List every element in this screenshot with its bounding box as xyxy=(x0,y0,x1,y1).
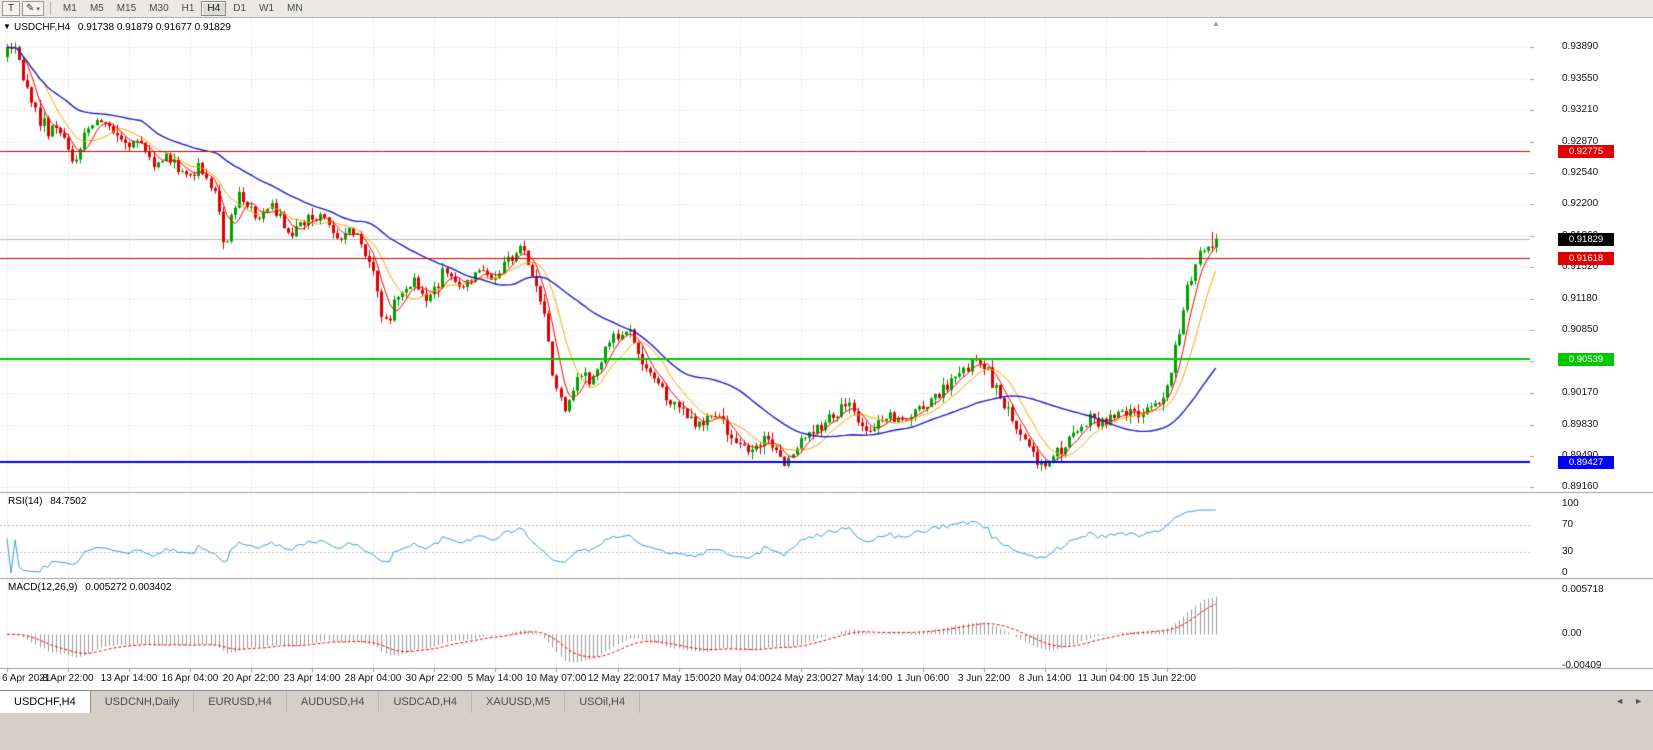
current-price-badge: 0.91829 xyxy=(1558,233,1614,246)
time-axis-label: 20 Apr 22:00 xyxy=(222,673,280,684)
macd-name: MACD(12,26,9) xyxy=(8,582,78,593)
time-axis-label: 5 May 14:00 xyxy=(467,673,523,684)
price-axis-label: 0.93210 xyxy=(1562,104,1599,115)
price-axis-label: 0.92540 xyxy=(1562,167,1599,178)
chart-title: USDCHF,H4 0.91738 0.91879 0.91677 0.9182… xyxy=(14,22,231,33)
hline-price-badge: 0.91618 xyxy=(1558,252,1614,265)
macd-axis-label: 0.00 xyxy=(1562,628,1582,639)
price-axis-label: 0.89160 xyxy=(1562,481,1599,492)
macd-axis-label: -0.00409 xyxy=(1562,660,1602,671)
hline-price-badge: 0.89427 xyxy=(1558,456,1614,469)
rsi-name: RSI(14) xyxy=(8,496,43,507)
tabs-scroll-right-button[interactable]: ► xyxy=(1634,696,1643,706)
timeframe-button-mn[interactable]: MN xyxy=(287,3,303,14)
time-axis-label: 17 May 15:00 xyxy=(648,673,710,684)
toolbar-separator xyxy=(49,2,51,15)
price-axis-label: 0.91180 xyxy=(1562,293,1598,304)
price-axis-label: 0.91520 xyxy=(1562,261,1599,272)
chart-tab-bar: USDCHF,H4 USDCNH,Daily EURUSD,H4 AUDUSD,H4 U… xyxy=(0,690,1653,750)
time-axis-label: 11 Jun 04:00 xyxy=(1077,673,1135,684)
chart-symbol-period: USDCHF,H4 xyxy=(14,22,71,33)
text-tool-button[interactable]: T xyxy=(2,1,20,16)
chart-tab-eurusd-h4[interactable]: EURUSD,H4 xyxy=(194,691,287,713)
timeframe-button-m30[interactable]: M30 xyxy=(149,3,169,14)
hline-price-badge: 0.92775 xyxy=(1558,145,1614,158)
price-axis-label: 0.90850 xyxy=(1562,324,1599,335)
text-tool-label: T xyxy=(7,3,15,14)
chart-tab-usdcnh-daily[interactable]: USDCNH,Daily xyxy=(90,691,195,713)
price-axis-label: 0.93550 xyxy=(1562,73,1599,84)
timeframe-button-m1[interactable]: M1 xyxy=(62,3,77,14)
rsi-axis-label: 100 xyxy=(1562,498,1579,509)
pencil-icon: ✎ xyxy=(26,3,35,14)
time-axis-label: 3 Jun 22:00 xyxy=(957,673,1011,684)
time-axis-label: 27 May 14:00 xyxy=(831,673,893,684)
time-axis-label: 12 May 22:00 xyxy=(587,673,649,684)
timeframe-button-h4[interactable]: H4 xyxy=(201,1,227,16)
draw-tool-button[interactable]: ✎ ▾ xyxy=(22,1,44,16)
rsi-value: 84.7502 xyxy=(50,496,87,507)
chart-tab-usdchf-h4[interactable]: USDCHF,H4 xyxy=(0,691,91,713)
price-axis-label: 0.90170 xyxy=(1562,387,1599,398)
hline-price-badge: 0.90539 xyxy=(1558,353,1614,366)
time-axis-label: 15 Jun 22:00 xyxy=(1138,673,1196,684)
timeframe-group: M1 M5 M15 M30 H1 H4 D1 W1 MN xyxy=(57,1,309,16)
timeframe-button-m15[interactable]: M15 xyxy=(116,3,137,14)
macd-value: 0.005272 0.003402 xyxy=(85,582,172,593)
chart-tabs: USDCHF,H4 USDCNH,Daily EURUSD,H4 AUDUSD,H4 U… xyxy=(0,691,1653,713)
macd-axis-label: 0.005718 xyxy=(1562,584,1604,595)
time-axis-label: 13 Apr 14:00 xyxy=(100,673,158,684)
timeframe-button-h1[interactable]: H1 xyxy=(181,3,195,14)
time-axis-label: 30 Apr 22:00 xyxy=(405,673,463,684)
time-axis-label: 23 Apr 14:00 xyxy=(283,673,341,684)
time-axis-label: 20 May 04:00 xyxy=(709,673,771,684)
chart-tab-usoil-h4[interactable]: USOil,H4 xyxy=(565,691,641,713)
tabs-scroll-left-button[interactable]: ◄ xyxy=(1615,696,1625,706)
time-axis-label: 1 Jun 06:00 xyxy=(896,673,950,684)
rsi-axis-label: 0 xyxy=(1562,567,1568,578)
price-axis-label: 0.89490 xyxy=(1562,450,1598,462)
rsi-axis-label: 70 xyxy=(1562,519,1574,530)
time-axis-label: 16 Apr 04:00 xyxy=(161,673,219,684)
time-axis-label: 8 Apr 22:00 xyxy=(42,673,94,684)
rsi-indicator-label: RSI(14) 84.7502 xyxy=(8,496,86,507)
time-axis-label: 24 May 23:00 xyxy=(770,673,832,684)
time-axis-label: 10 May 07:00 xyxy=(525,673,587,684)
time-axis-label: 6 Apr 2021 xyxy=(2,673,51,684)
tab-scroll-controls: ◄ ► xyxy=(1615,696,1643,706)
macd-indicator-label: MACD(12,26,9) 0.005272 0.003402 xyxy=(8,582,171,593)
price-axis-label: 0.92200 xyxy=(1562,198,1599,209)
timeframe-button-d1[interactable]: D1 xyxy=(233,3,247,14)
time-axis-label: 28 Apr 04:00 xyxy=(344,673,402,684)
one-click-trading-arrow[interactable]: ▼ xyxy=(3,22,11,31)
chart-tab-audusd-h4[interactable]: AUDUSD,H4 xyxy=(286,691,380,713)
rsi-axis-label: 30 xyxy=(1562,546,1574,557)
chart-tab-xauusd-m5[interactable]: XAUUSD,M5 xyxy=(472,691,566,713)
time-axis-label: 8 Jun 14:00 xyxy=(1018,673,1072,684)
price-axis-label: 0.93890 xyxy=(1562,41,1599,52)
chart-shift-marker: ▲ xyxy=(1212,19,1220,28)
timeframe-button-m5[interactable]: M5 xyxy=(89,3,104,14)
price-axis-label: 0.92870 xyxy=(1562,136,1599,147)
chart-ohlc-values: 0.91738 0.91879 0.91677 0.91829 xyxy=(77,22,231,33)
timeframe-button-w1[interactable]: W1 xyxy=(259,3,275,14)
price-axis-label: 0.89830 xyxy=(1562,419,1599,430)
toolbar: T ✎ ▾ M1 M5 M15 M30 H1 H4 D1 W1 MN xyxy=(0,0,1653,18)
chart-tab-usdcad-h4[interactable]: USDCAD,H4 xyxy=(379,691,473,713)
chevron-down-icon: ▾ xyxy=(36,5,40,13)
